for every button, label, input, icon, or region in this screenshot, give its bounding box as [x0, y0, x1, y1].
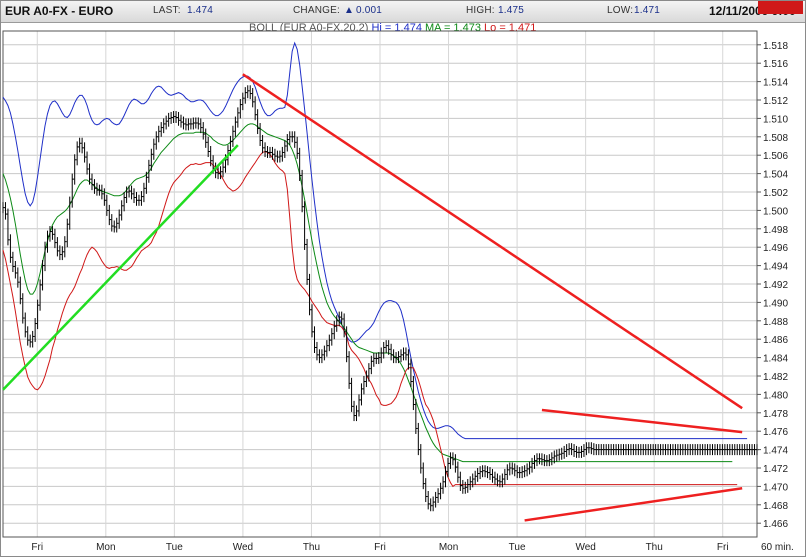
y-tick-label: 1.484 — [763, 354, 788, 365]
y-tick-label: 1.514 — [763, 78, 788, 89]
y-tick-label: 1.474 — [763, 446, 788, 457]
y-tick-label: 1.510 — [763, 114, 788, 125]
y-tick-label: 1.472 — [763, 464, 788, 475]
trendline-triangle-top — [541, 408, 743, 434]
x-tick-label: Mon — [439, 542, 458, 553]
x-tick-label: Tue — [509, 542, 526, 553]
x-tick-label: Thu — [646, 542, 663, 553]
y-tick-label: 1.492 — [763, 280, 788, 291]
y-tick-label: 1.480 — [763, 390, 788, 401]
y-tick-label: 1.518 — [763, 41, 788, 52]
high-value: 1.475 — [498, 5, 525, 16]
y-tick-label: 1.488 — [763, 317, 788, 328]
y-tick-label: 1.478 — [763, 409, 788, 420]
y-tick-label: 1.500 — [763, 206, 788, 217]
price-tag-label: 1.471 — [762, 1, 787, 4]
y-tick-label: 1.498 — [763, 225, 788, 236]
y-tick-label: 1.516 — [763, 59, 788, 70]
price-series — [2, 85, 759, 512]
x-tick-label: Fri — [717, 542, 729, 553]
y-tick-label: 1.482 — [763, 372, 788, 383]
x-tick-label: Wed — [233, 542, 253, 553]
price-tag — [758, 1, 803, 14]
symbol-title: EUR A0-FX - EURO — [5, 4, 114, 18]
quote-header: EUR A0-FX - EURO LAST: 1.474 CHANGE: ▲ 0… — [1, 1, 805, 23]
x-tick-label: Wed — [575, 542, 595, 553]
trendline-uptrend — [2, 144, 239, 391]
x-tick-label: Tue — [166, 542, 183, 553]
y-tick-label: 1.508 — [763, 133, 788, 144]
y-tick-label: 1.496 — [763, 243, 788, 254]
low-value: 1.471 — [634, 5, 661, 16]
x-tick-label: Thu — [303, 542, 320, 553]
y-axis: 1.518 1.516 1.514 1.512 1.510 1.508 1.506 1.504… — [757, 41, 788, 530]
high-label: HIGH: — [466, 5, 495, 16]
low-label: LOW: — [607, 5, 634, 16]
y-tick-label: 1.506 — [763, 151, 788, 162]
trendlines — [2, 73, 743, 522]
y-tick-label: 1.476 — [763, 427, 788, 438]
change-value: 0.001 — [356, 5, 383, 16]
y-tick-label: 1.490 — [763, 298, 788, 309]
x-tick-label: Fri — [31, 542, 43, 553]
y-tick-label: 1.494 — [763, 262, 788, 273]
bollinger-lo-line — [2, 150, 738, 488]
x-axis: Fri Mon Tue Wed Thu Fri Mon Tue Wed Thu Fri 60 min. — [31, 542, 793, 553]
x-tick-label: Mon — [96, 542, 115, 553]
change-up-icon: ▲ — [344, 5, 355, 16]
last-label: LAST: — [153, 5, 181, 16]
bollinger-hi-line — [2, 41, 748, 440]
y-tick-label: 1.486 — [763, 335, 788, 346]
change-label: CHANGE: — [293, 5, 340, 16]
trendline-downtrend — [242, 73, 743, 410]
last-value: 1.474 — [187, 5, 214, 16]
y-tick-label: 1.468 — [763, 501, 788, 512]
x-unit-label: 60 min. — [761, 542, 794, 553]
y-tick-label: 1.504 — [763, 170, 788, 181]
y-tick-label: 1.470 — [763, 482, 788, 493]
y-tick-label: 1.466 — [763, 519, 788, 530]
x-tick-label: Fri — [374, 542, 386, 553]
y-tick-label: 1.502 — [763, 188, 788, 199]
trendline-triangle-bottom — [524, 487, 743, 522]
y-tick-label: 1.512 — [763, 96, 788, 107]
